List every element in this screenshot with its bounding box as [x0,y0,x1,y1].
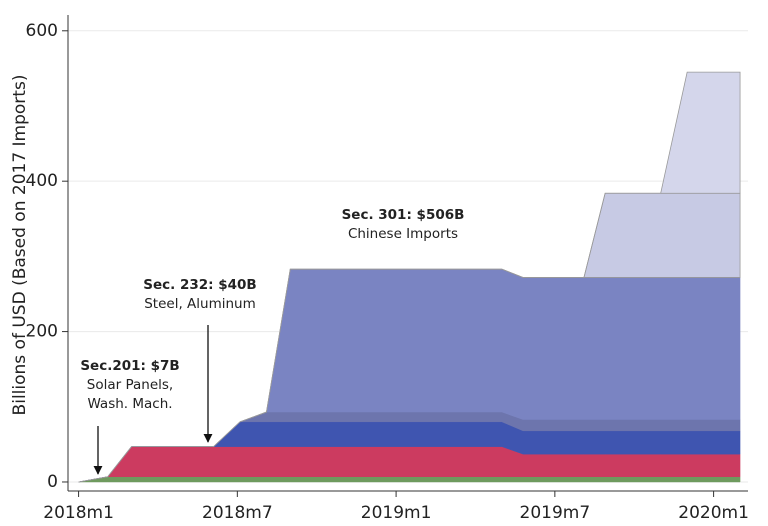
annotation-title: Sec.201: $7B [80,358,179,374]
area [78,476,741,483]
annotation-text: Wash. Mach. [87,396,172,412]
x-tick-label: 2018m1 [43,503,114,523]
x-tick-label: 2019m7 [520,503,591,523]
annotation-title: Sec. 232: $40B [143,277,256,293]
x-tick-label: 2018m7 [202,503,273,523]
x-tick-label: 2020m1 [678,503,749,523]
y-tick-label: 200 [26,322,58,342]
y-axis-label: Billions of USD (Based on 2017 Imports) [10,75,30,416]
area [78,71,741,483]
x-tick-label: 2019m1 [361,503,432,523]
y-tick-label: 400 [26,171,58,191]
annotation-title: Sec. 301: $506B [342,207,465,223]
annotation-text: Solar Panels, [87,377,173,393]
annotation-text: Steel, Aluminum [144,296,256,312]
y-tick-label: 0 [47,472,58,492]
y-tick-label: 600 [26,21,58,41]
annotation-text: Chinese Imports [348,226,458,242]
